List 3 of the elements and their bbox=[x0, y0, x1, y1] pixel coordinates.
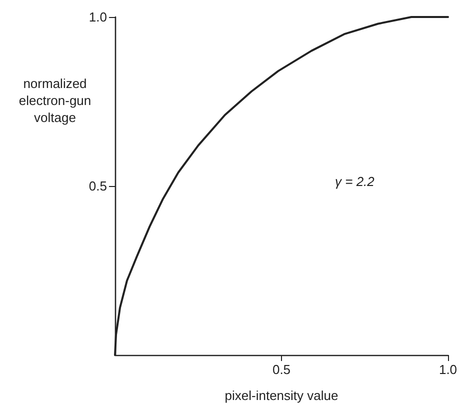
x-axis-title: pixel-intensity value bbox=[224, 388, 338, 403]
y-axis-title: normalized electron-gun voltage bbox=[18, 76, 92, 125]
annotation: γ = 2.2 bbox=[335, 174, 376, 189]
